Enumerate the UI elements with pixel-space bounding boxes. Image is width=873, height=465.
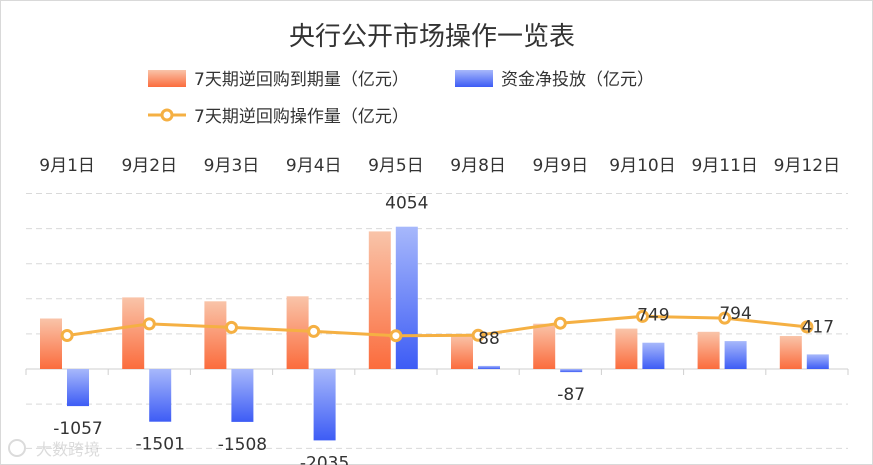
- operation-line-point: [718, 311, 732, 325]
- net-injection-data-label: 794: [719, 304, 751, 324]
- category-label: 9月1日: [39, 156, 95, 176]
- net-injection-bar: [478, 365, 500, 369]
- operation-line-point: [800, 320, 814, 334]
- expiry-bar: [204, 301, 227, 369]
- net-injection-bar: [560, 369, 583, 373]
- legend-label-expiry: 7天期逆回购到期量（亿元）: [194, 70, 409, 90]
- chart-legend: 7天期逆回购到期量（亿元） 资金净投放（亿元） 7天期逆回购操作量（亿元）: [148, 70, 654, 127]
- watermark-text: 大数跨境: [36, 440, 100, 459]
- expiry-bar: [533, 323, 556, 369]
- watermark-logo-icon: [8, 439, 26, 457]
- net-injection-bar: [642, 342, 665, 369]
- net-injection-bar: [231, 369, 254, 422]
- operation-line-path: [66, 314, 808, 338]
- net-injection-bar: [313, 369, 336, 441]
- expiry-bar: [697, 331, 720, 369]
- operation-line-point: [307, 324, 321, 338]
- net-injection-bar: [149, 369, 172, 422]
- expiry-bar: [40, 318, 62, 369]
- operation-line-point: [142, 317, 156, 331]
- net-injection-bar: [724, 341, 747, 369]
- net-injection-bar: [806, 354, 829, 369]
- operation-line-point: [225, 320, 238, 334]
- data-labels: -1057 -1501 -1508 -2035 4054 88 -87 749 794 417: [53, 194, 834, 465]
- expiry-bar: [286, 296, 309, 369]
- chart-title: 央行公开市场操作一览表: [289, 22, 575, 52]
- category-label: 9月3日: [204, 156, 260, 176]
- category-label: 9月12日: [774, 156, 840, 176]
- legend-swatch-net: [455, 70, 493, 87]
- net-injection-data-label: -1501: [135, 435, 184, 455]
- net-injection-bar: [67, 369, 89, 407]
- net-injection-data-label: 749: [637, 306, 669, 326]
- net-injection-data-label: -87: [557, 385, 585, 405]
- operation-line-point: [60, 329, 74, 342]
- category-label: 9月11日: [691, 156, 757, 176]
- net-injection-data-label: -2035: [300, 453, 349, 465]
- net-injection-bar: [395, 226, 418, 369]
- operation-line-point: [636, 309, 649, 323]
- category-label: 9月2日: [121, 156, 177, 176]
- category-label: 9月5日: [368, 156, 424, 176]
- legend-label-operation: 7天期逆回购操作量（亿元）: [194, 107, 409, 127]
- legend-swatch-operation-marker: [160, 108, 174, 122]
- net-injection-data-label: 4054: [385, 194, 428, 214]
- operation-line-point: [553, 316, 567, 330]
- legend-label-net: 资金净投放（亿元）: [501, 70, 654, 90]
- bars: [40, 226, 829, 441]
- net-injection-data-label: -1508: [218, 435, 267, 455]
- category-label: 9月4日: [286, 156, 342, 176]
- operation-line-point: [471, 328, 485, 342]
- category-label: 9月8日: [450, 156, 506, 176]
- category-axis: 9月1日 9月2日 9月3日 9月4日 9月5日 9月8日 9月9日 9月10日 9月11日 9月…: [39, 156, 840, 176]
- net-injection-data-label: 417: [802, 317, 834, 337]
- operation-line: [60, 309, 814, 343]
- category-label: 9月10日: [609, 156, 675, 176]
- expiry-bar: [615, 328, 638, 369]
- expiry-bar: [122, 297, 145, 369]
- net-injection-data-label: 88: [478, 329, 500, 349]
- watermark: 大数跨境: [8, 439, 100, 459]
- expiry-bar: [368, 231, 391, 369]
- expiry-bar: [779, 336, 802, 369]
- legend-swatch-expiry: [148, 70, 186, 87]
- category-label: 9月9日: [532, 156, 588, 176]
- expiry-bar: [451, 335, 473, 369]
- net-injection-data-label: -1057: [53, 419, 102, 439]
- operation-line-point: [389, 329, 403, 343]
